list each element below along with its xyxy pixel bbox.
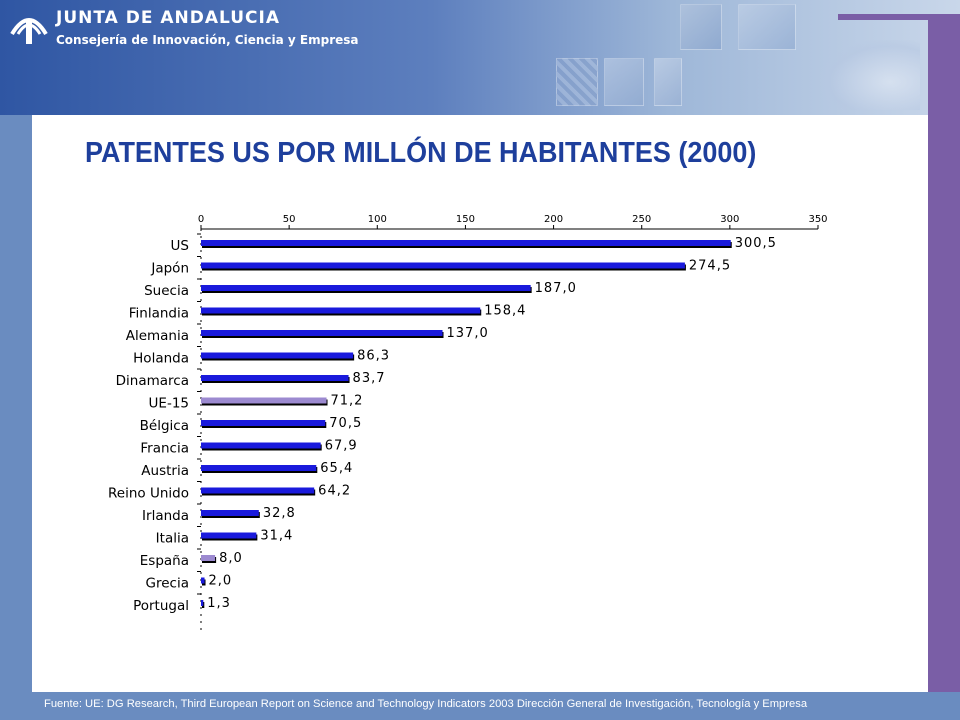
category-label: Italia (156, 531, 189, 547)
x-tick-label: 0 (198, 214, 204, 225)
chart-title: PATENTES US POR MILLÓN DE HABITANTES (20… (85, 137, 757, 169)
data-label: 32,8 (263, 506, 296, 521)
bar (201, 465, 317, 471)
bar (201, 330, 443, 336)
content-panel (32, 115, 928, 692)
category-label: Grecia (146, 576, 189, 592)
decorative-image (680, 4, 722, 50)
bar (201, 420, 326, 426)
bar (201, 352, 354, 359)
bar (201, 487, 315, 494)
category-label: Holanda (133, 351, 189, 367)
data-label: 300,5 (735, 236, 777, 251)
bar (201, 600, 204, 606)
category-label: Irlanda (142, 508, 189, 524)
category-label: España (140, 553, 189, 569)
x-tick-label: 150 (456, 214, 475, 225)
data-label: 8,0 (219, 551, 243, 566)
bar (201, 442, 321, 449)
data-label: 2,0 (209, 574, 233, 589)
org-name: JUNTA DE ANDALUCIA (56, 8, 280, 28)
data-label: 67,9 (325, 439, 358, 454)
data-label: 64,2 (318, 484, 351, 499)
x-tick-label: 300 (720, 214, 739, 225)
bar (201, 262, 685, 269)
bar (201, 577, 205, 584)
bar (201, 240, 731, 246)
x-tick-label: 200 (544, 214, 563, 225)
bar (201, 375, 349, 381)
decorative-image (556, 58, 598, 106)
data-label: 71,2 (331, 394, 364, 409)
category-label: Bélgica (140, 418, 189, 434)
right-band-top (838, 14, 928, 20)
data-label: 187,0 (535, 281, 577, 296)
org-subtitle: Consejería de Innovación, Ciencia y Empr… (56, 33, 359, 47)
category-label: Reino Unido (108, 486, 189, 502)
x-tick-label: 50 (283, 214, 296, 225)
x-tick-label: 350 (808, 214, 827, 225)
bar (201, 510, 259, 516)
data-label: 65,4 (320, 461, 353, 476)
category-label: UE-15 (149, 396, 189, 412)
category-label: Alemania (126, 328, 189, 344)
category-label: Francia (140, 441, 189, 457)
data-label: 274,5 (689, 259, 731, 274)
decorative-image (738, 4, 796, 50)
data-label: 137,0 (447, 326, 489, 341)
data-label: 31,4 (260, 529, 293, 544)
decorative-image (604, 58, 644, 106)
category-label: Japón (150, 261, 189, 277)
bar (201, 307, 481, 314)
decorative-image (820, 40, 920, 110)
bar (201, 397, 327, 404)
bar (201, 285, 531, 291)
category-label: Finlandia (129, 306, 189, 322)
data-label: 158,4 (484, 304, 526, 319)
bar (201, 532, 257, 539)
x-tick-label: 100 (368, 214, 387, 225)
header-banner: JUNTA DE ANDALUCIA Consejería de Innovac… (0, 0, 960, 115)
data-label: 83,7 (353, 371, 386, 386)
category-label: Portugal (133, 598, 189, 614)
data-label: 70,5 (329, 416, 362, 431)
decorative-image (654, 58, 682, 106)
category-label: Dinamarca (116, 373, 189, 389)
data-label: 86,3 (357, 349, 390, 364)
bar (201, 555, 216, 561)
category-label: Austria (141, 463, 189, 479)
footer-bar (0, 692, 960, 720)
x-tick-label: 250 (632, 214, 651, 225)
category-label: Suecia (144, 283, 189, 299)
category-label: US (171, 238, 189, 254)
data-label: 1,3 (207, 596, 231, 611)
source-note: Fuente: UE: DG Research, Third European … (44, 698, 808, 710)
junta-andalucia-logo-icon (10, 18, 48, 44)
right-band (928, 14, 960, 720)
